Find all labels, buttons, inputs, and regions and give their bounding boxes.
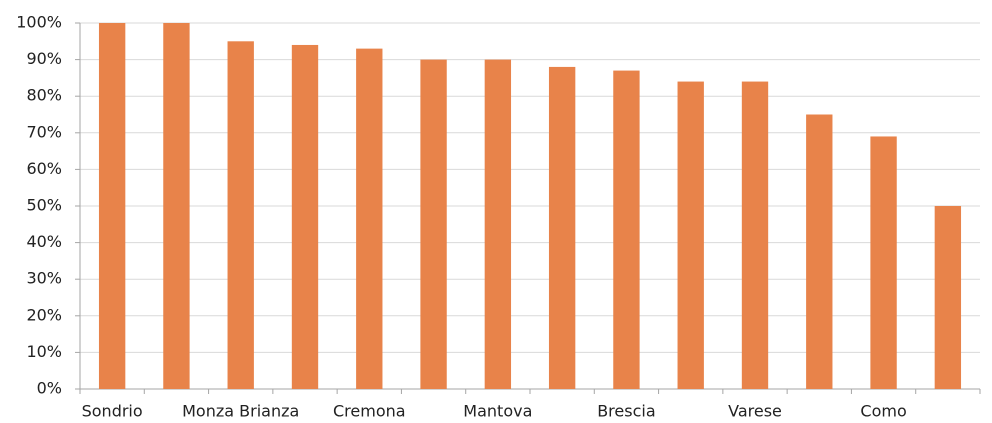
x-tick-label: Brescia <box>597 402 655 421</box>
x-tick-label: Cremona <box>333 402 406 421</box>
bar <box>548 66 576 390</box>
bar <box>291 44 319 390</box>
bar <box>613 70 640 389</box>
x-tick-label: Sondrio <box>82 402 143 421</box>
bar <box>163 23 190 389</box>
y-tick-label: 40% <box>26 232 62 251</box>
y-tick-label: 70% <box>26 122 62 141</box>
y-tick-label: 0% <box>37 379 62 398</box>
y-tick-label: 10% <box>26 342 62 361</box>
bar <box>227 41 254 390</box>
y-tick-label: 90% <box>26 49 62 68</box>
bar <box>484 59 512 389</box>
y-tick-label: 30% <box>26 269 62 288</box>
x-tick-label: Monza Brianza <box>182 402 299 421</box>
bar <box>870 136 897 389</box>
y-tick-label: 100% <box>16 13 62 32</box>
y-tick-label: 50% <box>26 196 62 215</box>
bar <box>420 59 447 389</box>
bar <box>356 48 383 390</box>
y-tick-label: 80% <box>26 86 62 105</box>
bar <box>934 206 962 389</box>
bar <box>677 81 704 389</box>
x-tick-label: Varese <box>728 402 782 421</box>
y-tick-label: 20% <box>26 305 62 324</box>
x-tick-label: Mantova <box>463 402 532 421</box>
bar <box>806 114 833 389</box>
bar <box>98 23 126 389</box>
bar <box>741 81 769 389</box>
y-tick-label: 60% <box>26 159 62 178</box>
x-tick-label: Como <box>860 402 906 421</box>
